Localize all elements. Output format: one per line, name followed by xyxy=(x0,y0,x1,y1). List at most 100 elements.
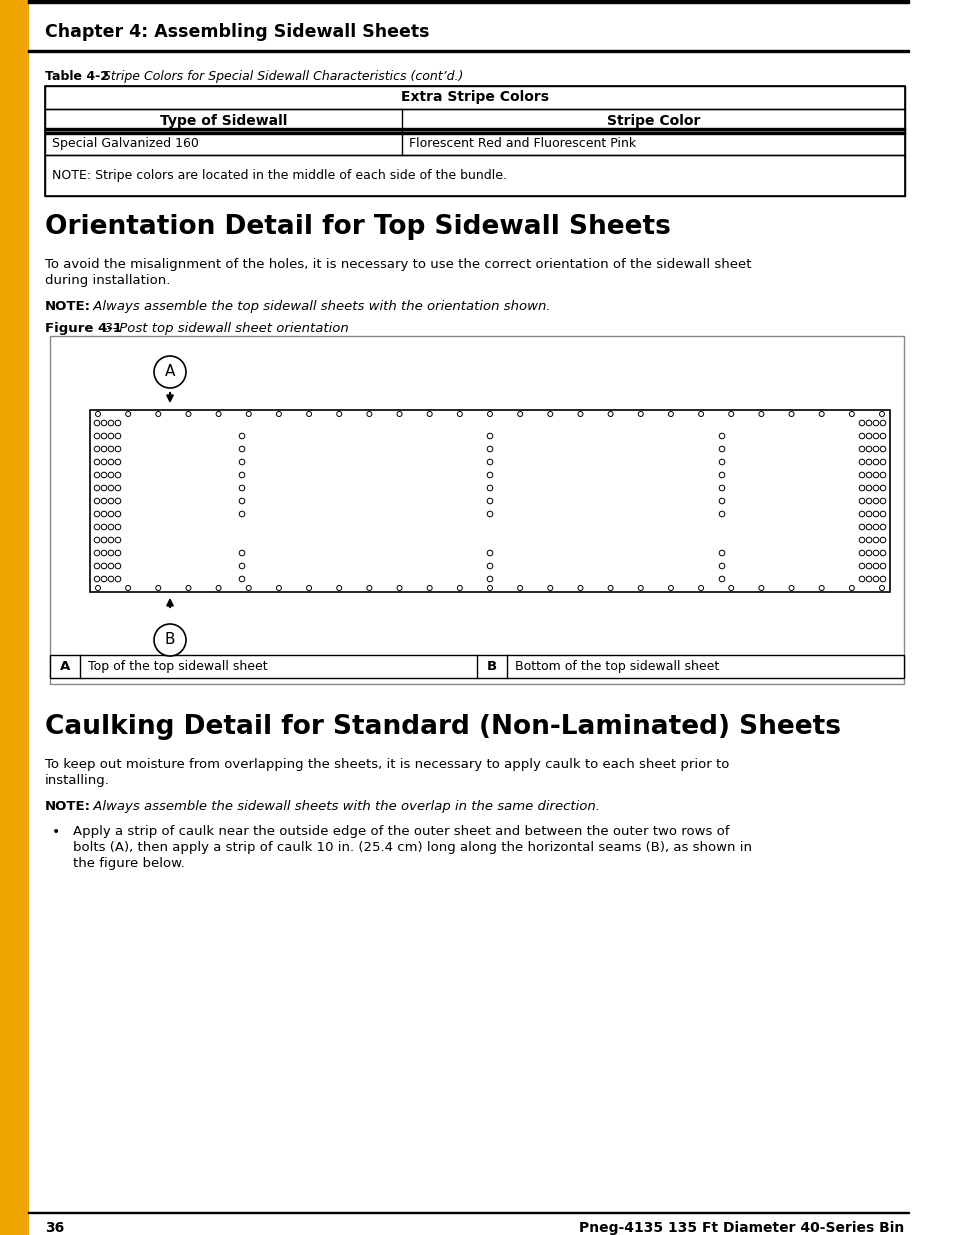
Circle shape xyxy=(517,585,522,590)
Circle shape xyxy=(859,563,863,569)
Circle shape xyxy=(880,472,885,478)
Text: Always assemble the top sidewall sheets with the orientation shown.: Always assemble the top sidewall sheets … xyxy=(89,300,550,312)
Circle shape xyxy=(456,585,462,590)
Circle shape xyxy=(115,577,121,582)
Circle shape xyxy=(859,485,863,490)
Circle shape xyxy=(859,420,863,426)
Circle shape xyxy=(698,411,703,416)
Circle shape xyxy=(186,585,191,590)
Circle shape xyxy=(848,411,854,416)
Circle shape xyxy=(880,446,885,452)
Circle shape xyxy=(788,585,793,590)
Text: Caulking Detail for Standard (Non-Laminated) Sheets: Caulking Detail for Standard (Non-Lamina… xyxy=(45,714,841,740)
Circle shape xyxy=(872,524,878,530)
Circle shape xyxy=(239,485,245,490)
Circle shape xyxy=(115,537,121,543)
Circle shape xyxy=(115,420,121,426)
Circle shape xyxy=(719,498,724,504)
Circle shape xyxy=(638,411,642,416)
Circle shape xyxy=(819,411,823,416)
Circle shape xyxy=(101,459,107,464)
Text: the figure below.: the figure below. xyxy=(73,857,185,869)
Circle shape xyxy=(719,511,724,516)
Circle shape xyxy=(108,524,113,530)
Circle shape xyxy=(859,498,863,504)
Circle shape xyxy=(487,563,493,569)
Circle shape xyxy=(239,551,245,556)
Text: NOTE: Stripe colors are located in the middle of each side of the bundle.: NOTE: Stripe colors are located in the m… xyxy=(52,169,506,182)
Circle shape xyxy=(108,511,113,516)
Bar xyxy=(28,0,908,2)
Bar xyxy=(28,1212,908,1213)
Bar xyxy=(45,86,904,196)
Circle shape xyxy=(101,433,107,438)
Text: 3–Post top sidewall sheet orientation: 3–Post top sidewall sheet orientation xyxy=(100,322,349,335)
Circle shape xyxy=(487,511,493,516)
Circle shape xyxy=(94,537,100,543)
Bar xyxy=(45,86,904,109)
Circle shape xyxy=(94,511,100,516)
Bar xyxy=(45,132,904,135)
Circle shape xyxy=(94,433,100,438)
Circle shape xyxy=(95,411,100,416)
Circle shape xyxy=(719,577,724,582)
Circle shape xyxy=(487,472,493,478)
Text: Apply a strip of caulk near the outside edge of the outer sheet and between the : Apply a strip of caulk near the outside … xyxy=(73,825,729,839)
Circle shape xyxy=(487,585,492,590)
Circle shape xyxy=(239,472,245,478)
Circle shape xyxy=(94,459,100,464)
Circle shape xyxy=(487,459,493,464)
Text: 36: 36 xyxy=(45,1221,64,1235)
Circle shape xyxy=(427,585,432,590)
Circle shape xyxy=(578,411,582,416)
Circle shape xyxy=(848,585,854,590)
Circle shape xyxy=(872,537,878,543)
Circle shape xyxy=(101,563,107,569)
Circle shape xyxy=(859,446,863,452)
Circle shape xyxy=(487,498,493,504)
Circle shape xyxy=(487,577,493,582)
Text: To keep out moisture from overlapping the sheets, it is necessary to apply caulk: To keep out moisture from overlapping th… xyxy=(45,758,729,771)
Circle shape xyxy=(865,498,871,504)
Circle shape xyxy=(115,472,121,478)
Circle shape xyxy=(865,511,871,516)
Circle shape xyxy=(859,537,863,543)
Circle shape xyxy=(246,411,251,416)
Circle shape xyxy=(872,577,878,582)
Circle shape xyxy=(487,411,492,416)
Circle shape xyxy=(859,551,863,556)
Circle shape xyxy=(94,472,100,478)
Circle shape xyxy=(101,485,107,490)
Circle shape xyxy=(880,577,885,582)
Circle shape xyxy=(719,472,724,478)
Circle shape xyxy=(306,411,312,416)
Circle shape xyxy=(728,411,733,416)
Circle shape xyxy=(396,411,401,416)
Text: Orientation Detail for Top Sidewall Sheets: Orientation Detail for Top Sidewall Shee… xyxy=(45,214,670,240)
Circle shape xyxy=(517,411,522,416)
Circle shape xyxy=(108,472,113,478)
Circle shape xyxy=(880,498,885,504)
Circle shape xyxy=(108,485,113,490)
Circle shape xyxy=(94,498,100,504)
Circle shape xyxy=(108,498,113,504)
Text: Special Galvanized 160: Special Galvanized 160 xyxy=(52,137,198,149)
Circle shape xyxy=(547,585,552,590)
Circle shape xyxy=(872,420,878,426)
Circle shape xyxy=(94,524,100,530)
Circle shape xyxy=(872,485,878,490)
Circle shape xyxy=(880,459,885,464)
Text: Top of the top sidewall sheet: Top of the top sidewall sheet xyxy=(88,659,268,673)
Circle shape xyxy=(155,585,161,590)
Circle shape xyxy=(487,433,493,438)
Circle shape xyxy=(126,411,131,416)
Circle shape xyxy=(239,563,245,569)
Circle shape xyxy=(865,524,871,530)
Circle shape xyxy=(728,585,733,590)
Circle shape xyxy=(126,585,131,590)
Circle shape xyxy=(880,433,885,438)
Bar xyxy=(45,132,904,156)
Text: Florescent Red and Fluorescent Pink: Florescent Red and Fluorescent Pink xyxy=(409,137,636,149)
Circle shape xyxy=(865,420,871,426)
Circle shape xyxy=(872,551,878,556)
